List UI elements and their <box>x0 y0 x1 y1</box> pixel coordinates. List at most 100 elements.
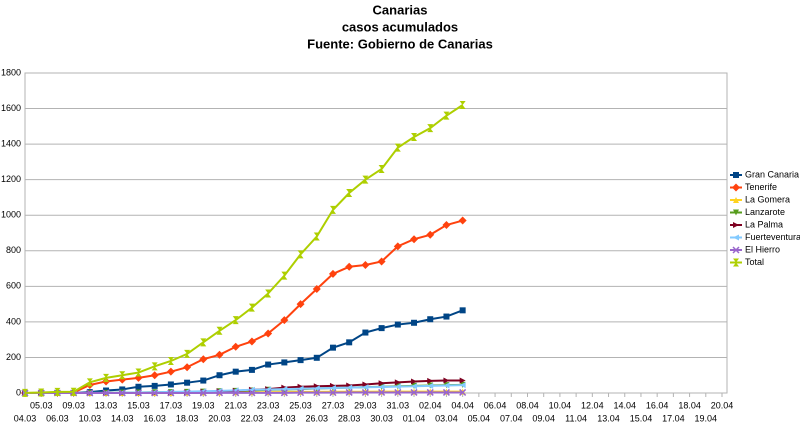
marker <box>281 271 288 280</box>
y-tick-label: 1600 <box>1 103 21 113</box>
marker <box>313 354 320 361</box>
marker <box>442 388 450 396</box>
x-tick-label: 19.04 <box>695 413 718 423</box>
x-tick-label: 23.03 <box>257 400 280 410</box>
marker <box>118 389 126 397</box>
x-tick-label: 25.03 <box>289 400 312 410</box>
marker <box>394 383 401 390</box>
marker <box>215 350 224 359</box>
marker <box>199 389 207 397</box>
x-tick-label: 24.03 <box>273 413 296 423</box>
x-tick-label: 10.03 <box>79 413 102 423</box>
marker <box>346 189 353 197</box>
marker <box>150 371 159 380</box>
marker <box>297 250 304 259</box>
x-tick-label: 05.03 <box>30 400 53 410</box>
x-tick-label: 10.04 <box>549 400 572 410</box>
marker <box>361 388 369 396</box>
marker <box>151 382 158 389</box>
legend-label: La Gomera <box>745 194 790 204</box>
x-tick-label: 06.04 <box>484 400 507 410</box>
x-tick-label: 08.04 <box>516 400 539 410</box>
series-line <box>25 309 464 394</box>
marker <box>22 388 28 397</box>
marker <box>411 133 418 141</box>
marker <box>329 389 337 397</box>
marker <box>312 285 321 293</box>
x-tick-label: 20.04 <box>711 400 734 410</box>
marker <box>459 382 466 389</box>
x-tick-label: 15.03 <box>127 400 150 410</box>
marker <box>280 316 289 325</box>
x-tick-label: 30.03 <box>370 413 393 423</box>
marker <box>443 313 450 320</box>
marker <box>361 261 370 269</box>
marker <box>135 368 142 377</box>
marker <box>232 368 239 375</box>
x-tick-label: 17.04 <box>662 413 685 423</box>
marker <box>362 175 369 184</box>
marker <box>184 349 191 358</box>
x-tick-label: 21.03 <box>224 400 247 410</box>
x-tick-label: 14.04 <box>613 400 636 410</box>
marker <box>200 377 207 384</box>
marker <box>199 355 208 364</box>
marker <box>329 205 336 214</box>
x-tick-label: 14.03 <box>111 413 134 423</box>
marker <box>345 262 354 271</box>
marker <box>329 385 336 392</box>
marker <box>459 388 467 396</box>
x-tick-label: 27.03 <box>322 400 345 410</box>
legend-label: El Hierro <box>745 244 780 254</box>
marker <box>215 389 224 397</box>
marker <box>732 183 740 192</box>
marker <box>118 375 127 384</box>
x-tick-label: 12.04 <box>581 400 604 410</box>
marker <box>346 339 353 346</box>
x-tick-label: 11.04 <box>565 413 587 423</box>
marker <box>103 373 110 382</box>
marker <box>410 235 419 244</box>
marker <box>265 289 272 298</box>
marker <box>313 385 320 392</box>
marker <box>70 387 77 396</box>
y-tick-label: 0 <box>16 387 21 397</box>
marker <box>394 321 401 328</box>
marker <box>232 389 240 397</box>
marker <box>362 381 369 388</box>
marker <box>200 338 207 347</box>
x-tick-label: 29.03 <box>354 400 377 410</box>
marker <box>248 366 255 373</box>
marker <box>86 389 94 397</box>
marker <box>378 325 385 332</box>
marker <box>394 379 401 386</box>
y-tick-label: 400 <box>6 316 21 326</box>
marker <box>458 216 467 225</box>
marker <box>151 362 158 371</box>
marker <box>410 388 418 396</box>
series-line <box>24 219 463 394</box>
marker <box>459 377 466 384</box>
marker <box>411 378 418 385</box>
marker <box>167 357 174 365</box>
marker <box>346 384 353 391</box>
marker <box>231 342 240 351</box>
x-tick-label: 03.04 <box>435 413 458 423</box>
marker <box>378 388 386 396</box>
marker <box>216 372 223 379</box>
marker <box>443 382 450 389</box>
y-tick-label: 200 <box>6 352 21 362</box>
marker <box>54 387 61 396</box>
marker <box>119 371 126 380</box>
chart-title: Canarias <box>373 2 428 17</box>
marker <box>427 316 434 323</box>
marker <box>442 221 451 229</box>
x-tick-label: 17.03 <box>160 400 183 410</box>
x-tick-label: 26.03 <box>306 413 329 423</box>
marker <box>733 234 739 241</box>
marker <box>378 380 385 387</box>
marker <box>733 197 739 203</box>
x-tick-label: 09.03 <box>62 400 85 410</box>
marker <box>459 307 466 314</box>
x-tick-label: 18.03 <box>176 413 199 423</box>
